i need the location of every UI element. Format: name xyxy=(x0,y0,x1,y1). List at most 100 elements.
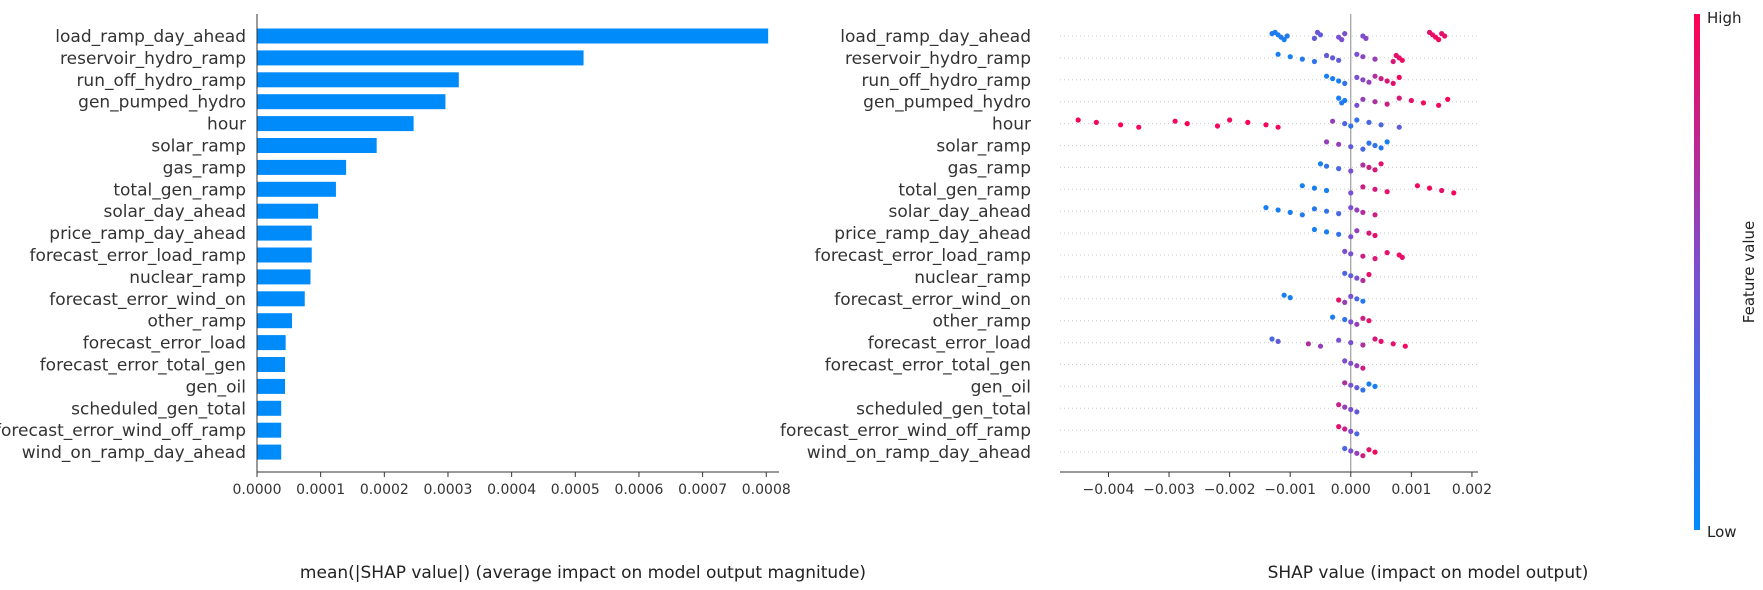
shap-point-other-ramp xyxy=(1360,315,1366,321)
shap-point-forecast-error-wind-off-ramp xyxy=(1336,424,1342,430)
shap-point-forecast-error-load xyxy=(1269,336,1275,342)
shap-point-solar-day-ahead xyxy=(1263,205,1269,211)
bar-forecast-error-load-ramp xyxy=(257,247,312,263)
colorbar-low-label: Low xyxy=(1707,523,1737,541)
shap-point-price-ramp-day-ahead xyxy=(1354,228,1360,234)
beeswarm-label-forecast-error-wind-on: forecast_error_wind_on xyxy=(834,290,1031,310)
shap-point-solar-day-ahead xyxy=(1354,207,1360,213)
shap-point-gas-ramp xyxy=(1317,161,1324,167)
shap-point-nuclear-ramp xyxy=(1360,277,1366,284)
bar-forecast-error-wind-off-ramp xyxy=(257,422,282,438)
right-tick-label: 0.002 xyxy=(1452,482,1492,498)
bar-run-off-hydro-ramp xyxy=(257,72,459,88)
shap-point-hour xyxy=(1075,117,1081,123)
bar-nuclear-ramp xyxy=(257,269,311,285)
bar-label-other-ramp: other_ramp xyxy=(147,312,246,332)
bar-label-forecast-error-total-gen: forecast_error_total_gen xyxy=(40,356,246,376)
shap-point-nuclear-ramp xyxy=(1354,275,1360,281)
shap-point-run-off-hydro-ramp xyxy=(1342,80,1348,86)
shap-point-run-off-hydro-ramp xyxy=(1354,74,1360,80)
shap-point-total-gen-ramp xyxy=(1439,187,1445,194)
bar-label-nuclear-ramp: nuclear_ramp xyxy=(129,268,246,288)
shap-point-run-off-hydro-ramp xyxy=(1330,76,1336,82)
shap-point-reservoir-hydro-ramp xyxy=(1399,57,1405,63)
right-tick-label: 0.000 xyxy=(1331,482,1371,498)
bar-reservoir-hydro-ramp xyxy=(257,50,584,66)
shap-point-gen-pumped-hydro xyxy=(1420,100,1427,106)
shap-point-forecast-error-load-ramp xyxy=(1399,254,1405,260)
shap-point-hour xyxy=(1275,124,1281,130)
shap-point-solar-ramp xyxy=(1323,139,1330,145)
beeswarm-label-gas-ramp: gas_ramp xyxy=(948,158,1031,178)
bar-label-forecast-error-wind-on: forecast_error_wind_on xyxy=(49,290,246,310)
beeswarm-label-total-gen-ramp: total_gen_ramp xyxy=(898,180,1031,200)
bar-price-ramp-day-ahead xyxy=(257,225,312,241)
shap-point-forecast-error-total-gen xyxy=(1360,365,1366,371)
right-x-axis-label: SHAP value (impact on model output) xyxy=(1268,563,1589,583)
shap-point-load-ramp-day-ahead xyxy=(1436,37,1442,43)
shap-point-forecast-error-wind-on xyxy=(1336,297,1342,303)
bar-hour xyxy=(257,116,414,132)
shap-point-load-ramp-day-ahead xyxy=(1269,30,1275,37)
shap-point-hour xyxy=(1330,118,1336,124)
bar-label-solar-ramp: solar_ramp xyxy=(151,137,246,157)
shap-point-solar-day-ahead xyxy=(1360,209,1366,215)
shap-point-total-gen-ramp xyxy=(1414,183,1421,189)
shap-point-gen-oil xyxy=(1348,382,1354,388)
shap-point-forecast-error-wind-on xyxy=(1360,298,1366,304)
shap-point-reservoir-hydro-ramp xyxy=(1354,51,1360,57)
shap-point-gen-pumped-hydro xyxy=(1384,101,1390,107)
shap-point-solar-ramp xyxy=(1348,144,1354,150)
shap-point-forecast-error-load-ramp xyxy=(1360,253,1366,259)
shap-point-nuclear-ramp xyxy=(1342,270,1348,276)
shap-point-solar-day-ahead xyxy=(1275,207,1281,213)
shap-point-total-gen-ramp xyxy=(1451,190,1457,196)
right-tick-label: −0.003 xyxy=(1143,482,1195,498)
beeswarm-label-reservoir-hydro-ramp: reservoir_hydro_ramp xyxy=(845,49,1031,69)
shap-point-reservoir-hydro-ramp xyxy=(1390,58,1396,65)
left-tick-label: 0.0005 xyxy=(551,482,600,498)
shap-point-hour xyxy=(1117,122,1124,128)
shap-point-forecast-error-total-gen xyxy=(1348,360,1354,366)
shap-point-load-ramp-day-ahead xyxy=(1281,37,1287,43)
shap-point-forecast-error-wind-on xyxy=(1281,292,1287,298)
shap-point-forecast-error-load xyxy=(1372,336,1378,342)
shap-point-forecast-error-load-ramp xyxy=(1348,251,1354,257)
bar-solar-day-ahead xyxy=(257,203,319,219)
shap-point-load-ramp-day-ahead xyxy=(1311,35,1318,42)
shap-point-hour xyxy=(1378,122,1384,128)
shap-point-forecast-error-wind-off-ramp xyxy=(1354,431,1360,437)
shap-point-gen-oil xyxy=(1372,383,1378,389)
bar-label-gen-oil: gen_oil xyxy=(186,377,246,397)
bar-label-scheduled-gen-total: scheduled_gen_total xyxy=(71,399,246,419)
shap-point-gen-pumped-hydro xyxy=(1336,95,1342,101)
shap-point-gen-pumped-hydro xyxy=(1408,97,1414,104)
shap-point-solar-ramp xyxy=(1360,146,1366,152)
beeswarm-label-solar-ramp: solar_ramp xyxy=(936,137,1031,157)
shap-point-gen-pumped-hydro xyxy=(1436,102,1442,108)
beeswarm-label-load-ramp-day-ahead: load_ramp_day_ahead xyxy=(840,27,1031,47)
bar-label-run-off-hydro-ramp: run_off_hydro_ramp xyxy=(76,71,246,91)
shap-point-forecast-error-wind-off-ramp xyxy=(1342,426,1348,432)
shap-point-forecast-error-load xyxy=(1305,341,1311,347)
shap-point-other-ramp xyxy=(1330,314,1336,320)
shap-point-gen-oil xyxy=(1354,385,1360,391)
shap-point-solar-ramp xyxy=(1372,142,1378,149)
shap-point-wind-on-ramp-day-ahead xyxy=(1348,448,1354,454)
shap-point-nuclear-ramp xyxy=(1348,273,1354,279)
shap-point-forecast-error-load xyxy=(1348,340,1354,346)
bar-label-solar-day-ahead: solar_day_ahead xyxy=(103,202,246,222)
shap-point-hour xyxy=(1396,124,1402,130)
shap-point-price-ramp-day-ahead xyxy=(1336,231,1342,237)
shap-point-solar-ramp xyxy=(1336,141,1342,147)
bar-label-gen-pumped-hydro: gen_pumped_hydro xyxy=(78,93,246,113)
left-tick-label: 0.0008 xyxy=(742,482,791,498)
shap-point-wind-on-ramp-day-ahead xyxy=(1372,449,1378,455)
shap-point-run-off-hydro-ramp xyxy=(1378,76,1384,82)
beeswarm-label-price-ramp-day-ahead: price_ramp_day_ahead xyxy=(834,224,1031,244)
shap-point-total-gen-ramp xyxy=(1311,185,1318,191)
bar-label-forecast-error-load-ramp: forecast_error_load_ramp xyxy=(30,246,247,266)
shap-point-scheduled-gen-total xyxy=(1342,404,1348,410)
shap-point-gas-ramp xyxy=(1336,166,1342,172)
shap-point-reservoir-hydro-ramp xyxy=(1323,52,1330,59)
